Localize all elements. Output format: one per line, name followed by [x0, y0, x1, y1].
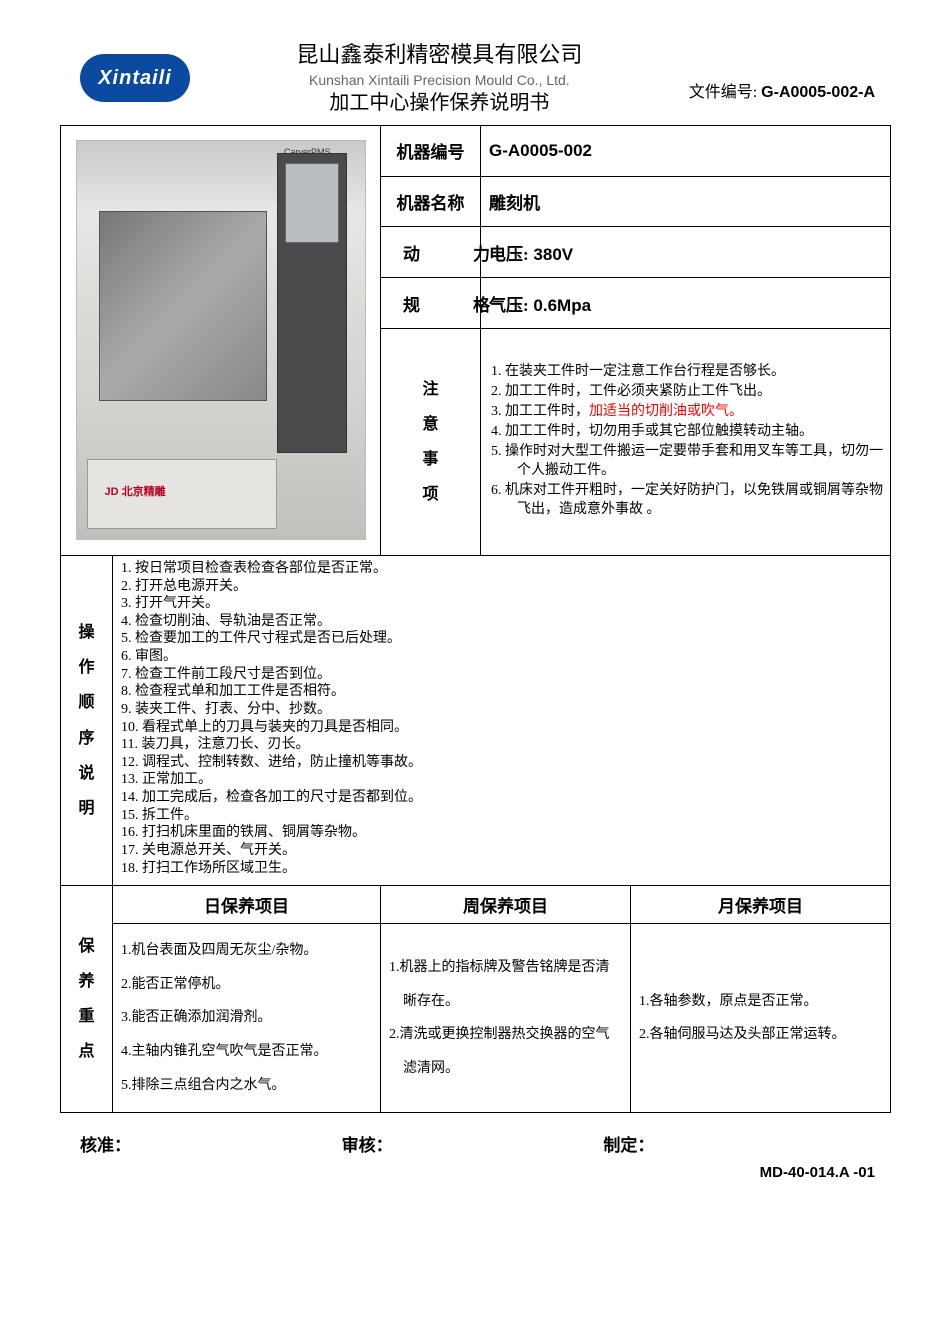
signoff-row: 核准： 审核： 制定： — [60, 1131, 885, 1156]
doc-number-label: 文件编号: — [689, 84, 757, 101]
pressure-number: 0.6Mpa — [533, 296, 591, 315]
maint-item: 5.排除三点组合内之水气。 — [121, 1069, 372, 1103]
procedure-item: 13. 正常加工。 — [121, 771, 882, 789]
power-label: 动 力 — [381, 227, 481, 278]
notes-item: 2. 加工工件时，工件必须夹紧防止工件飞出。 — [491, 383, 884, 402]
machine-name-text: 雕刻机 — [489, 194, 540, 213]
procedure-item: 12. 调程式、控制转数、进给，防止撞机等事故。 — [121, 754, 882, 772]
notes-item: 5. 操作时对大型工件搬运一定要带手套和用叉车等工具，切勿一个人搬动工件。 — [491, 443, 884, 481]
maint-item: 2.清洗或更换控制器热交换器的空气滤清网。 — [389, 1018, 622, 1085]
notes-item: 4. 加工工件时，切勿用手或其它部位触摸转动主轴。 — [491, 423, 884, 442]
procedure-item: 15. 拆工件。 — [121, 807, 882, 825]
doc-number: 文件编号: G-A0005-002-A — [689, 78, 875, 102]
machine-no-value: G-A0005-002 — [481, 125, 891, 176]
voltage-value: 电压: 380V — [481, 227, 891, 278]
maint-item: 1.机器上的指标牌及警告铭牌是否清晰存在。 — [389, 951, 622, 1018]
maint-col-weekly: 周保养项目 — [381, 886, 631, 924]
maint-item: 2.各轴伺服马达及头部正常运转。 — [639, 1018, 882, 1052]
maint-item: 4.主轴内锥孔空气吹气是否正常。 — [121, 1035, 372, 1069]
doc-number-code: G-A0005-002-A — [761, 84, 875, 101]
maint-weekly-list: 1.机器上的指标牌及警告铭牌是否清晰存在。2.清洗或更换控制器热交换器的空气滤清… — [381, 924, 631, 1113]
machine-photo: CarverPMS JD 北京精雕 — [76, 140, 366, 540]
machine-photo-cell: CarverPMS JD 北京精雕 — [61, 125, 381, 555]
notes-heading: 注意事项 — [381, 328, 481, 555]
maint-item: 1.各轴参数，原点是否正常。 — [639, 985, 882, 1019]
title-block: 昆山鑫泰利精密模具有限公司 Kunshan Xintaili Precision… — [190, 40, 689, 117]
procedure-item: 7. 检查工件前工段尺寸是否到位。 — [121, 666, 882, 684]
pressure-label: 气压: — [489, 296, 529, 315]
notes-item: 1. 在装夹工件时一定注意工作台行程是否够长。 — [491, 363, 884, 382]
procedure-item: 16. 打扫机床里面的铁屑、铜屑等杂物。 — [121, 824, 882, 842]
notes-item: 6. 机床对工件开粗时，一定关好防护门，以免铁屑或铜屑等杂物飞出，造成意外事故 … — [491, 482, 884, 520]
company-name-cn: 昆山鑫泰利精密模具有限公司 — [190, 40, 689, 71]
notes-list: 1. 在装夹工件时一定注意工作台行程是否够长。2. 加工工件时，工件必须夹紧防止… — [481, 328, 891, 555]
procedure-item: 10. 看程式单上的刀具与装夹的刀具是否相同。 — [121, 719, 882, 737]
signoff-prepare: 制定： — [603, 1131, 865, 1156]
procedure-item: 11. 装刀具，注意刀长、刃长。 — [121, 736, 882, 754]
procedure-item: 2. 打开总电源开关。 — [121, 578, 882, 596]
procedure-item: 6. 审图。 — [121, 648, 882, 666]
procedure-item: 3. 打开气开关。 — [121, 595, 882, 613]
maint-item: 2.能否正常停机。 — [121, 968, 372, 1002]
procedure-list: 1. 按日常项目检查表检查各部位是否正常。2. 打开总电源开关。3. 打开气开关… — [113, 555, 891, 885]
voltage-label: 电压: — [489, 245, 529, 264]
footer-code: MD-40-014.A -01 — [60, 1164, 885, 1181]
procedure-item: 17. 关电源总开关、气开关。 — [121, 842, 882, 860]
procedure-item: 8. 检查程式单和加工工件是否相符。 — [121, 683, 882, 701]
procedure-item: 18. 打扫工作场所区域卫生。 — [121, 860, 882, 878]
procedure-item: 9. 装夹工件、打表、分中、抄数。 — [121, 701, 882, 719]
procedure-item: 1. 按日常项目检查表检查各部位是否正常。 — [121, 560, 882, 578]
signoff-review: 审核： — [342, 1131, 604, 1156]
spec-label: 规 格 — [381, 278, 481, 329]
header: Xintaili 昆山鑫泰利精密模具有限公司 Kunshan Xintaili … — [60, 40, 885, 117]
signoff-approve: 核准： — [80, 1131, 342, 1156]
pressure-value: 气压: 0.6Mpa — [481, 278, 891, 329]
machine-no-label: 机器编号 — [381, 125, 481, 176]
notes-item: 3. 加工工件时，加适当的切削油或吹气。 — [491, 403, 884, 422]
maint-monthly-list: 1.各轴参数，原点是否正常。2.各轴伺服马达及头部正常运转。 — [631, 924, 891, 1113]
maintenance-heading: 保养重点 — [61, 886, 113, 1113]
procedure-item: 5. 检查要加工的工件尺寸程式是否已后处理。 — [121, 630, 882, 648]
maint-col-monthly: 月保养项目 — [631, 886, 891, 924]
machine-name-label: 机器名称 — [381, 176, 481, 227]
procedure-heading: 操作顺序说明 — [61, 555, 113, 885]
voltage-number: 380V — [533, 245, 573, 264]
company-name-en: Kunshan Xintaili Precision Mould Co., Lt… — [190, 71, 689, 89]
procedure-item: 14. 加工完成后，检查各加工的尺寸是否都到位。 — [121, 789, 882, 807]
maint-item: 1.机台表面及四周无灰尘/杂物。 — [121, 934, 372, 968]
company-logo: Xintaili — [80, 54, 190, 102]
main-table: CarverPMS JD 北京精雕 机器编号 G-A0005-002 机器名称 … — [60, 125, 891, 1113]
procedure-item: 4. 检查切削油、导轨油是否正常。 — [121, 613, 882, 631]
doc-subtitle: 加工中心操作保养说明书 — [190, 89, 689, 117]
maint-daily-list: 1.机台表面及四周无灰尘/杂物。2.能否正常停机。3.能否正确添加润滑剂。4.主… — [113, 924, 381, 1113]
machine-name-value: 雕刻机 — [481, 176, 891, 227]
maint-item: 3.能否正确添加润滑剂。 — [121, 1001, 372, 1035]
maint-col-daily: 日保养项目 — [113, 886, 381, 924]
